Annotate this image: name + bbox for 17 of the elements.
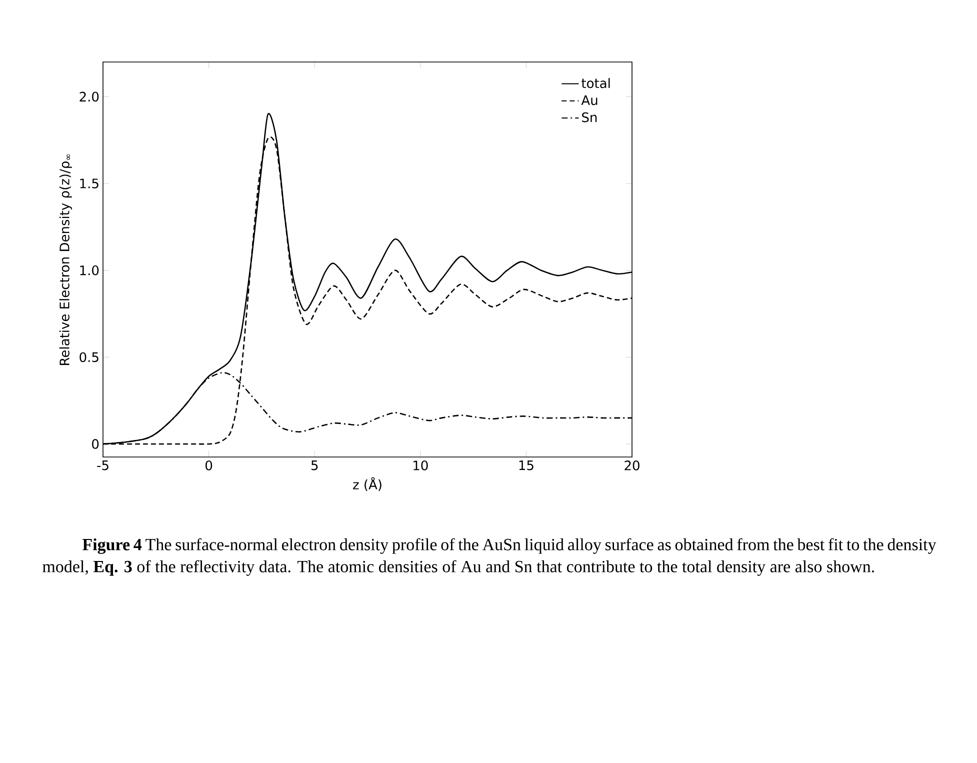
legend-label: total xyxy=(582,78,610,88)
y-tick-label: 0 xyxy=(92,439,99,449)
x-tick-label: 5 xyxy=(311,460,318,470)
x-tick-label: -5 xyxy=(97,460,108,470)
x-axis-title: z (Å) xyxy=(353,477,382,492)
y-tick-label: 2.0 xyxy=(80,92,99,102)
x-tick-label: 15 xyxy=(519,460,534,470)
y-axis-title: Relative Electron Density ρ(z)/ρ$_{∞}$ xyxy=(59,154,72,365)
legend-label: Sn xyxy=(582,112,597,122)
y-tick-label: 0.5 xyxy=(80,352,98,362)
x-tick-label: 0 xyxy=(206,460,212,470)
y-tick-label: 1.5 xyxy=(80,178,98,188)
x-tick-label: 20 xyxy=(624,460,640,470)
legend-label: Au xyxy=(581,95,598,106)
x-tick-label: 10 xyxy=(414,460,428,470)
y-tick-label: 1.0 xyxy=(80,265,99,276)
text: Figure 4 The surface-normal electron density profile of the AuSn liquid alloy surface as obtained from the best fit to the density model, Eq. 3 of the reflectivity data. The atomic densities of Au and Sn that contribute to the total density are also shown. xyxy=(42,538,936,576)
